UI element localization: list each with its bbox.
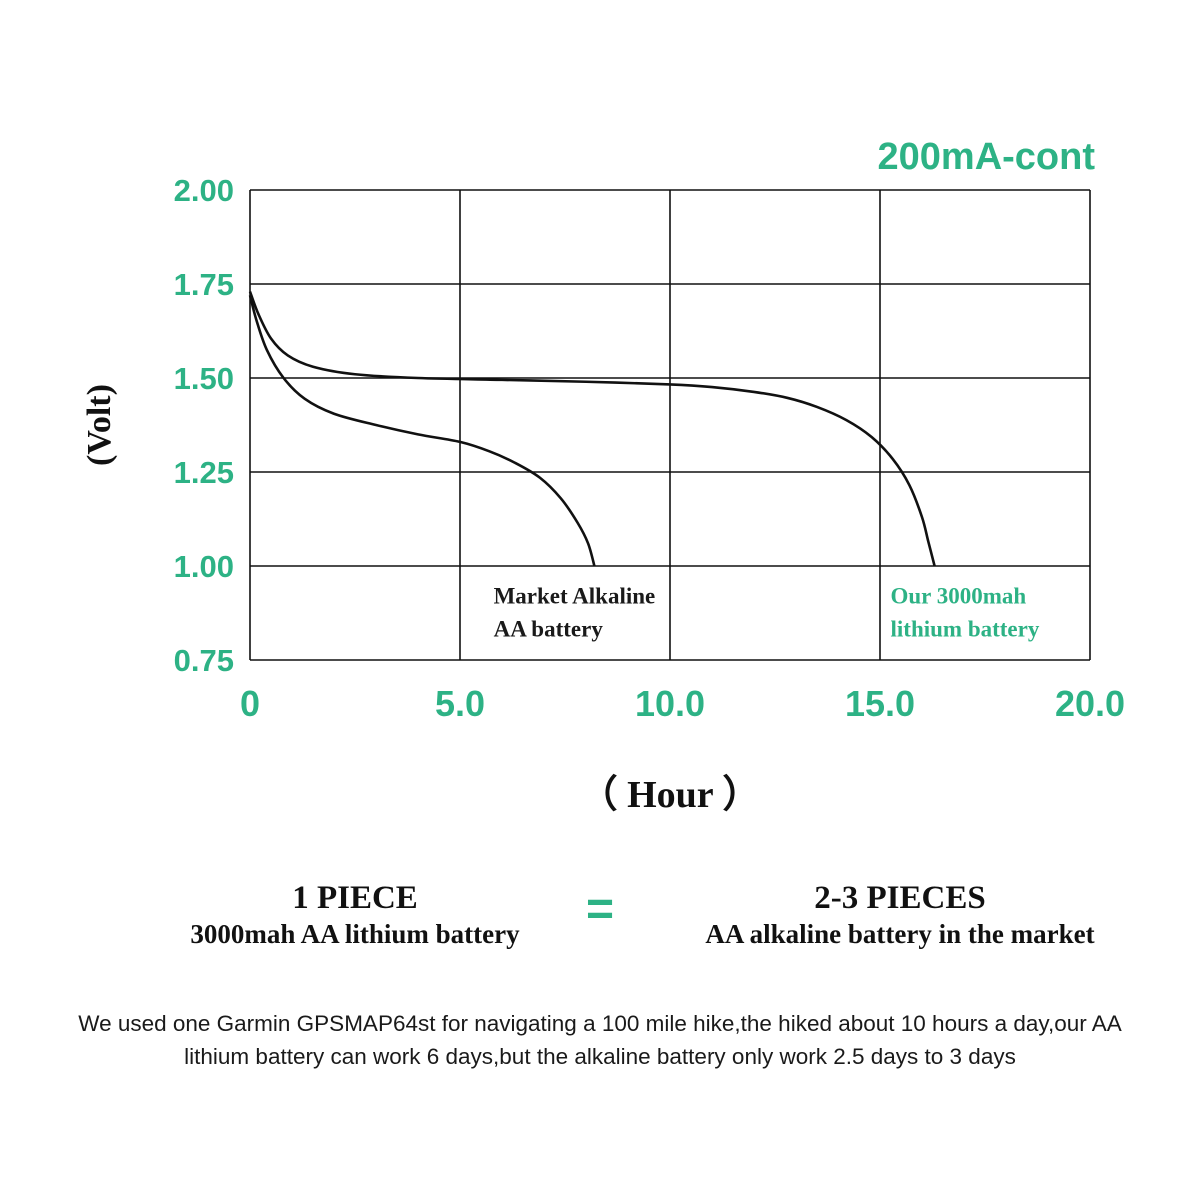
equals-sign: = xyxy=(585,883,615,936)
svg-text:1.75: 1.75 xyxy=(174,267,234,302)
chart-area: 0.75 1.00 1.25 1.50 1.75 2.00 0 5.0 10.0 15.0 20.0… xyxy=(0,125,1200,818)
svg-text:(Volt): (Volt) xyxy=(81,384,118,466)
svg-text:AA battery: AA battery xyxy=(494,617,604,642)
svg-text:2.00: 2.00 xyxy=(174,173,234,208)
svg-text:1.25: 1.25 xyxy=(174,455,234,490)
right-title: 2-3 PIECES xyxy=(814,880,986,916)
svg-text:20.0: 20.0 xyxy=(1055,683,1125,724)
left-title: 1 PIECE xyxy=(292,880,418,916)
equivalence-right: 2-3 PIECES AA alkaline battery in the ma… xyxy=(630,880,1170,950)
discharge-chart: 0.75 1.00 1.25 1.50 1.75 2.00 0 5.0 10.0 15.0 20.0… xyxy=(81,136,1125,724)
svg-text:Our 3000mah: Our 3000mah xyxy=(891,584,1027,609)
right-subtitle: AA alkaline battery in the market xyxy=(705,919,1095,949)
left-subtitle: 3000mah AA lithium battery xyxy=(190,919,520,949)
svg-text:Market Alkaline: Market Alkaline xyxy=(494,584,656,609)
svg-text:15.0: 15.0 xyxy=(845,683,915,724)
svg-text:0: 0 xyxy=(240,683,260,724)
svg-text:5.0: 5.0 xyxy=(435,683,485,724)
x-axis-title: （ Hour ） xyxy=(579,774,761,816)
svg-text:200mA-cont: 200mA-cont xyxy=(878,136,1096,178)
svg-text:1.00: 1.00 xyxy=(174,549,234,584)
equivalence-left: 1 PIECE 3000mah AA lithium battery xyxy=(140,880,570,950)
svg-text:lithium battery: lithium battery xyxy=(891,617,1040,642)
svg-text:10.0: 10.0 xyxy=(635,683,705,724)
description-text: We used one Garmin GPSMAP64st for naviga… xyxy=(78,1011,1122,1069)
svg-text:1.50: 1.50 xyxy=(174,361,234,396)
equivalence-row: 1 PIECE 3000mah AA lithium battery = 2-3… xyxy=(0,880,1200,950)
svg-text:0.75: 0.75 xyxy=(174,643,234,678)
